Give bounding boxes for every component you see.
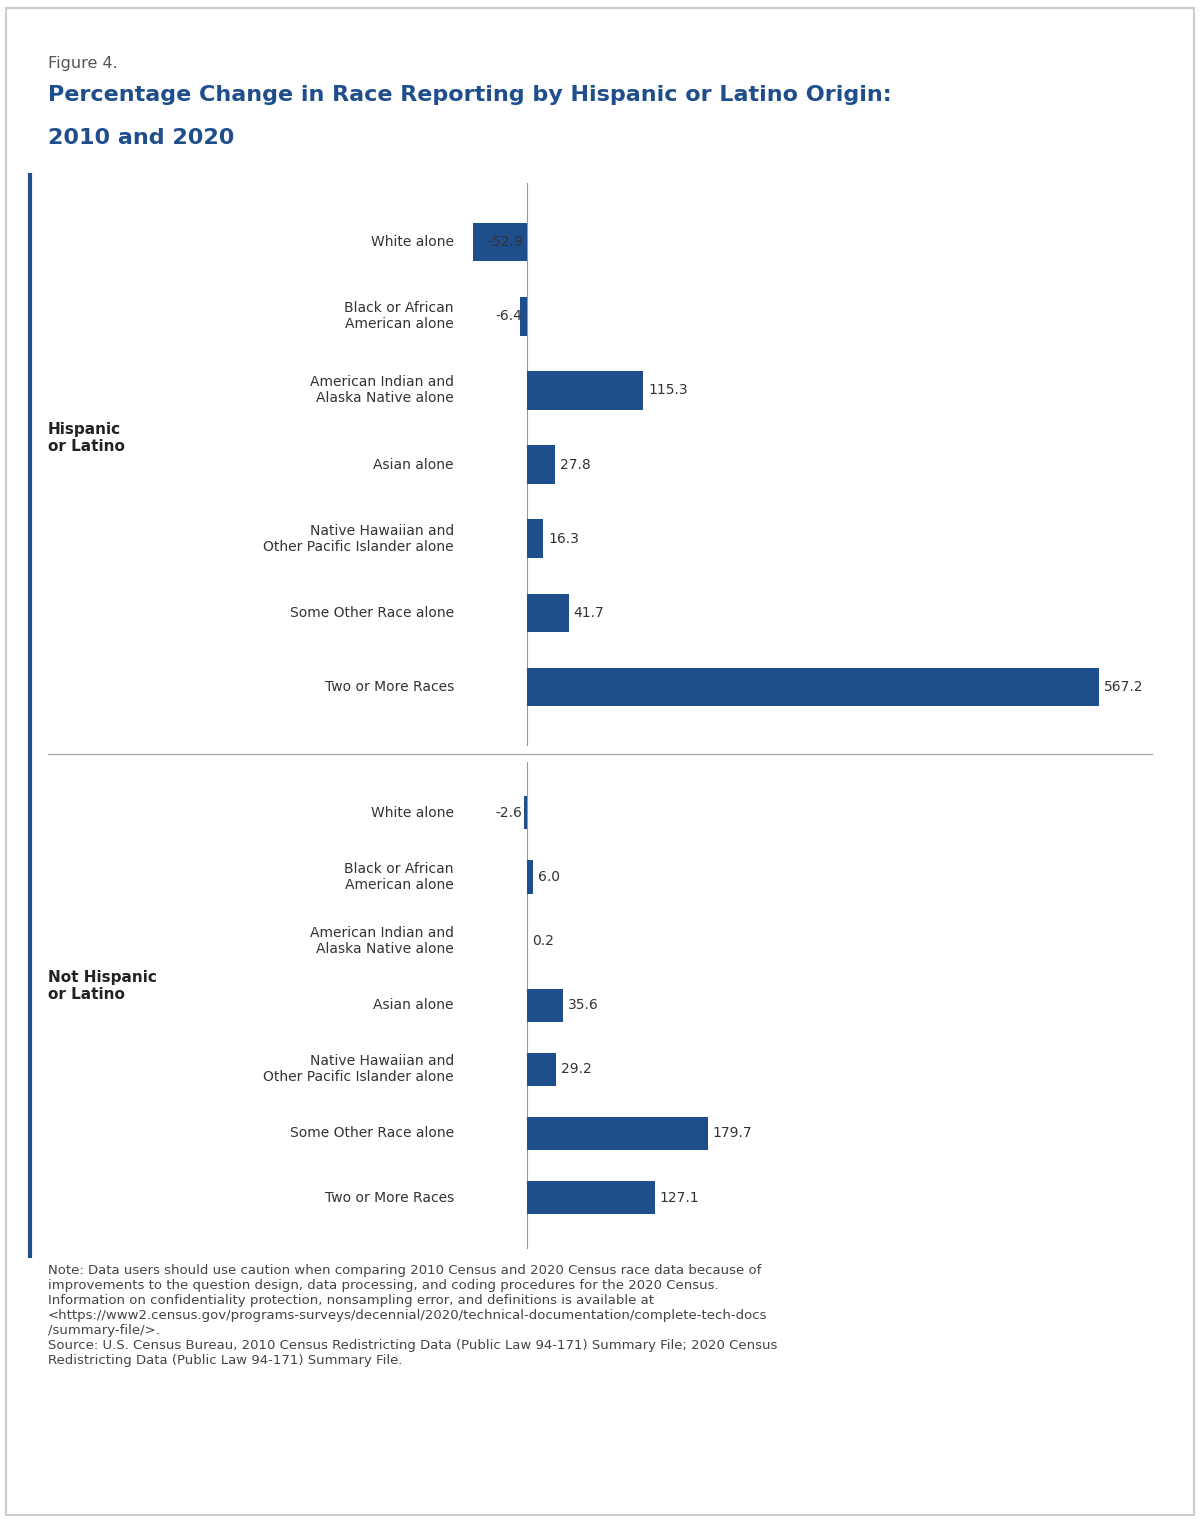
Bar xyxy=(527,594,569,632)
Bar xyxy=(527,667,1099,707)
Text: 41.7: 41.7 xyxy=(574,606,605,620)
Text: 179.7: 179.7 xyxy=(713,1127,752,1141)
Text: Black or African
American alone: Black or African American alone xyxy=(344,862,454,892)
Text: -52.9: -52.9 xyxy=(487,235,522,250)
Text: Percentage Change in Race Reporting by Hispanic or Latino Origin:: Percentage Change in Race Reporting by H… xyxy=(48,85,892,105)
Text: -2.6: -2.6 xyxy=(496,806,522,819)
Text: Figure 4.: Figure 4. xyxy=(48,56,118,72)
Text: Black or African
American alone: Black or African American alone xyxy=(344,302,454,332)
Bar xyxy=(524,797,527,830)
Bar xyxy=(527,1180,655,1214)
Text: 35.6: 35.6 xyxy=(568,998,599,1013)
Bar xyxy=(473,222,527,262)
Text: American Indian and
Alaska Native alone: American Indian and Alaska Native alone xyxy=(310,926,454,956)
Text: White alone: White alone xyxy=(371,235,454,250)
Text: 6.0: 6.0 xyxy=(538,870,559,883)
Text: Some Other Race alone: Some Other Race alone xyxy=(290,1127,454,1141)
Text: 115.3: 115.3 xyxy=(648,384,688,398)
Bar xyxy=(520,297,527,335)
Text: Hispanic
or Latino: Hispanic or Latino xyxy=(48,422,125,454)
Text: 27.8: 27.8 xyxy=(559,457,590,472)
Text: American Indian and
Alaska Native alone: American Indian and Alaska Native alone xyxy=(310,375,454,405)
Text: Two or More Races: Two or More Races xyxy=(325,679,454,694)
Text: Asian alone: Asian alone xyxy=(373,457,454,472)
Bar xyxy=(527,1116,708,1150)
Bar xyxy=(527,1052,556,1086)
Text: 127.1: 127.1 xyxy=(660,1191,700,1205)
Text: 29.2: 29.2 xyxy=(562,1063,592,1077)
Text: Note: Data users should use caution when comparing 2010 Census and 2020 Census r: Note: Data users should use caution when… xyxy=(48,1264,778,1368)
Text: Two or More Races: Two or More Races xyxy=(325,1191,454,1205)
Text: Some Other Race alone: Some Other Race alone xyxy=(290,606,454,620)
Bar xyxy=(527,519,544,557)
Text: -6.4: -6.4 xyxy=(496,309,522,323)
Text: 567.2: 567.2 xyxy=(1104,679,1144,694)
Bar xyxy=(527,988,563,1022)
Bar xyxy=(527,860,533,894)
Bar xyxy=(527,372,643,410)
Text: 16.3: 16.3 xyxy=(548,532,578,545)
Text: Not Hispanic
or Latino: Not Hispanic or Latino xyxy=(48,970,157,1002)
Text: 0.2: 0.2 xyxy=(532,934,553,947)
Bar xyxy=(527,445,554,484)
Text: Asian alone: Asian alone xyxy=(373,998,454,1013)
Text: Native Hawaiian and
Other Pacific Islander alone: Native Hawaiian and Other Pacific Island… xyxy=(263,1054,454,1084)
Text: White alone: White alone xyxy=(371,806,454,819)
Text: Native Hawaiian and
Other Pacific Islander alone: Native Hawaiian and Other Pacific Island… xyxy=(263,524,454,554)
Text: 2010 and 2020: 2010 and 2020 xyxy=(48,128,234,148)
